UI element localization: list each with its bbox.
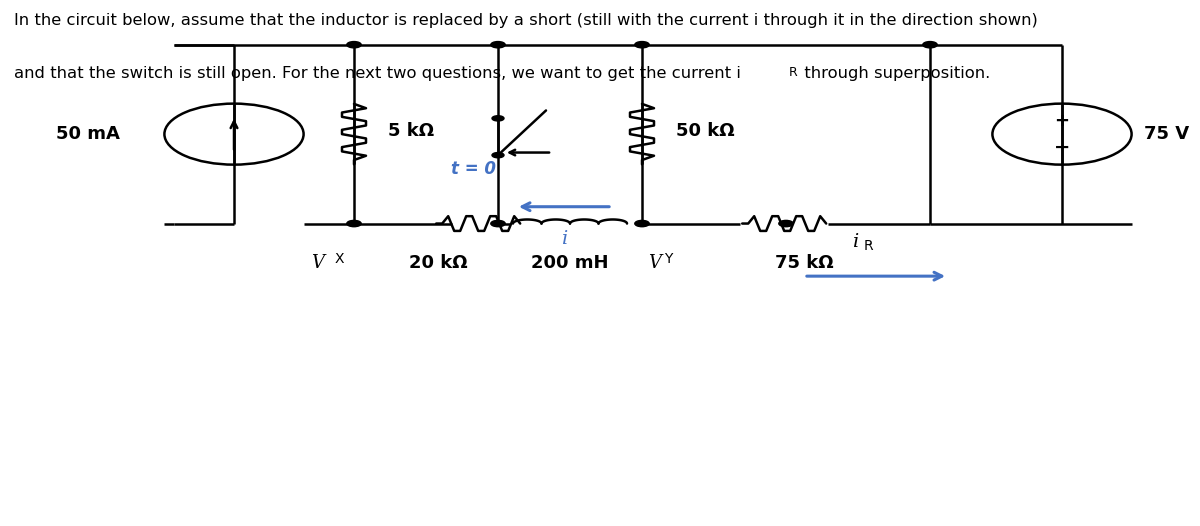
Text: −: −: [1054, 137, 1070, 156]
Circle shape: [492, 116, 504, 121]
Text: 75 V: 75 V: [1144, 125, 1189, 143]
Circle shape: [779, 220, 793, 227]
Text: +: +: [1055, 113, 1069, 130]
Text: t = 0: t = 0: [451, 160, 496, 178]
Text: V: V: [311, 254, 324, 272]
Text: 50 mA: 50 mA: [56, 125, 120, 143]
Text: In the circuit below, assume that the inductor is replaced by a short (still wit: In the circuit below, assume that the in…: [14, 13, 1038, 28]
Text: 50 kΩ: 50 kΩ: [676, 123, 734, 140]
Text: V: V: [648, 254, 661, 272]
Circle shape: [635, 220, 649, 227]
Circle shape: [635, 42, 649, 48]
Text: R: R: [788, 66, 797, 79]
Circle shape: [491, 42, 505, 48]
Circle shape: [923, 42, 937, 48]
Text: i: i: [560, 230, 568, 248]
Circle shape: [347, 220, 361, 227]
Text: and that the switch is still open. For the next two questions, we want to get th: and that the switch is still open. For t…: [14, 66, 742, 81]
Text: X: X: [335, 252, 344, 266]
Text: through superposition.: through superposition.: [799, 66, 990, 81]
Text: 200 mH: 200 mH: [532, 254, 608, 272]
Text: R: R: [864, 239, 874, 253]
Circle shape: [347, 42, 361, 48]
Text: 20 kΩ: 20 kΩ: [409, 254, 467, 272]
Text: i: i: [852, 233, 858, 251]
Circle shape: [492, 153, 504, 158]
Circle shape: [491, 220, 505, 227]
Text: 75 kΩ: 75 kΩ: [775, 254, 833, 272]
Text: Y: Y: [664, 252, 672, 266]
Text: 5 kΩ: 5 kΩ: [388, 123, 433, 140]
